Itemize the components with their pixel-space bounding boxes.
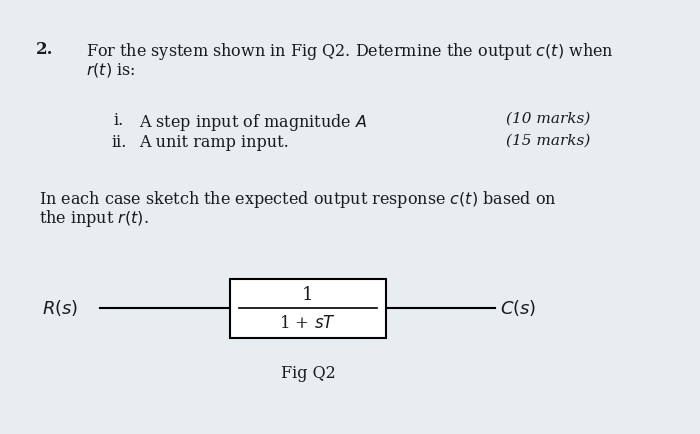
Text: $R(s)$: $R(s)$	[43, 298, 78, 318]
Text: (15 marks): (15 marks)	[506, 134, 591, 148]
Text: 2.: 2.	[36, 41, 53, 59]
Text: ii.: ii.	[111, 134, 127, 151]
Bar	[230, 279, 386, 338]
Text: A unit ramp input.: A unit ramp input.	[139, 134, 288, 151]
Text: $r(t)$ is:: $r(t)$ is:	[86, 61, 136, 79]
Text: $C(s)$: $C(s)$	[500, 298, 536, 318]
Text: 1: 1	[302, 286, 314, 304]
Text: For the system shown in Fig Q2. Determine the output $c(t)$ when: For the system shown in Fig Q2. Determin…	[86, 41, 614, 62]
Text: 1 + $sT$: 1 + $sT$	[279, 315, 337, 332]
Text: (10 marks): (10 marks)	[506, 112, 591, 126]
Text: In each case sketch the expected output response $c(t)$ based on: In each case sketch the expected output …	[38, 188, 556, 210]
Text: i.: i.	[113, 112, 123, 129]
Text: Fig Q2: Fig Q2	[281, 365, 335, 382]
Text: the input $r(t)$.: the input $r(t)$.	[38, 208, 148, 229]
Text: A step input of magnitude $A$: A step input of magnitude $A$	[139, 112, 367, 133]
